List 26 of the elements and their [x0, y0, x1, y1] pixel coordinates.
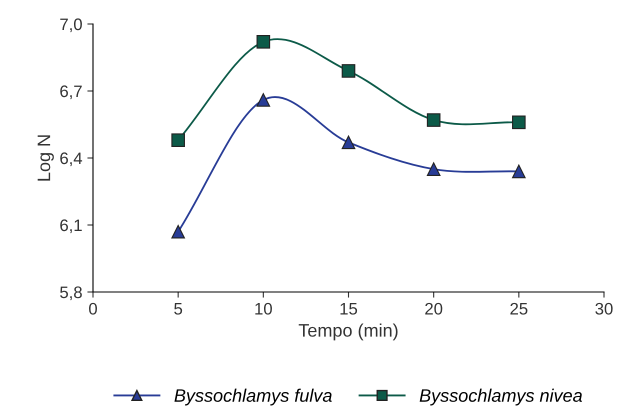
y-tick-label: 5,8 [60, 286, 82, 300]
point [426, 113, 440, 127]
point [342, 64, 356, 78]
point [426, 162, 440, 176]
y-tick-label: 6,4 [60, 152, 82, 166]
y-tick-label: 6,1 [60, 219, 82, 234]
y-axis-title: Log N [38, 135, 54, 181]
x-tick-label: 10 [255, 302, 272, 315]
x-axis-title: Tempo (min) [298, 324, 398, 340]
x-tick-label: 25 [510, 302, 528, 315]
x-tick-label: 15 [340, 303, 358, 315]
x-tick-label: 5 [174, 303, 182, 315]
point [342, 136, 356, 150]
point [512, 115, 526, 130]
point [256, 35, 270, 49]
point [256, 93, 270, 107]
legend-label: Byssochlamys nivea [420, 388, 582, 406]
x-tick-label: 30 [595, 302, 613, 315]
point [171, 224, 185, 239]
y-tick-label: 6,7 [60, 85, 82, 100]
legend-label: Byssochlamys fulva [174, 388, 332, 406]
point [512, 164, 526, 178]
y-tick-label: 7,0 [60, 18, 82, 32]
x-tick-label: 0 [89, 302, 97, 315]
point [171, 133, 185, 147]
x-tick-label: 20 [425, 302, 442, 315]
